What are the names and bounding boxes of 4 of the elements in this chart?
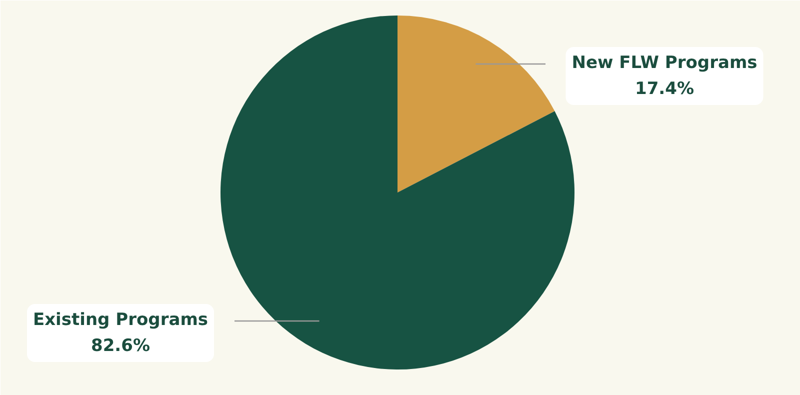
slice-label: Existing Programs <box>32 310 208 330</box>
data-label: 17.4% <box>635 78 694 99</box>
data-label: 82.6% <box>91 336 150 356</box>
slice-label: New FLW Programs <box>572 52 758 73</box>
